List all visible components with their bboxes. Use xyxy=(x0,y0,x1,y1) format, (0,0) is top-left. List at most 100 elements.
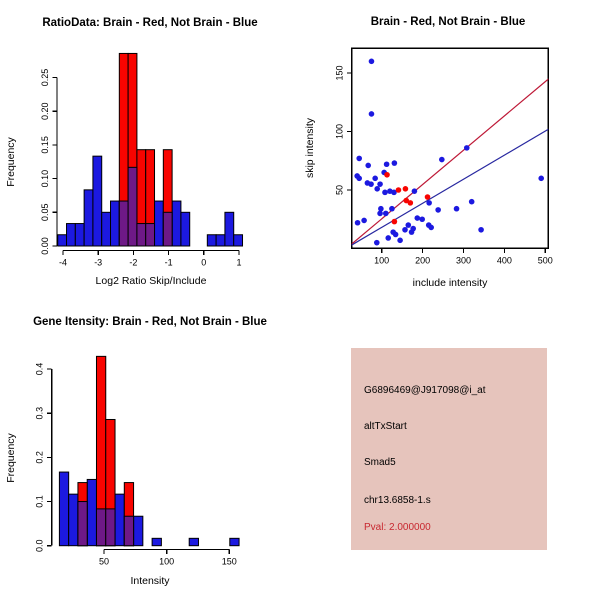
hist-bar-overlap xyxy=(127,166,138,247)
scatter-point-blue xyxy=(383,161,390,168)
scatter-point-blue xyxy=(385,235,392,241)
gene-info-box: G6896469@J917098@i_at altTxStart Smad5 c… xyxy=(351,348,547,550)
x-tick-label: 0 xyxy=(201,258,206,268)
hist-bar-blue xyxy=(215,234,226,247)
scatter-point-blue xyxy=(428,224,434,231)
x-tick-label: 500 xyxy=(538,255,553,265)
hist-bar-blue xyxy=(110,200,120,247)
ratio-histogram: -4 -3 -2 -1 0 1 0.00 0.05 0.10 0.15 0.20 0.25 Ratio… xyxy=(5,17,258,287)
y-axis-label: Frequency xyxy=(5,136,17,186)
scatter-point-blue xyxy=(391,160,398,166)
plot-area: 100 200 300 400 500 50 100 150 xyxy=(335,47,553,265)
hist-bar-blue xyxy=(233,234,244,247)
hist-bar-blue xyxy=(74,223,85,247)
y-tick-label: 0.05 xyxy=(40,204,50,222)
chart-title: Brain - Red, Not Brain - Blue xyxy=(371,16,526,28)
scatter-point-red xyxy=(384,171,390,178)
x-tick-label: -3 xyxy=(94,258,102,268)
hist-bar-blue xyxy=(86,478,97,547)
pval-text: Pval: 2.000000 xyxy=(364,522,431,533)
y-tick-label: 0.2 xyxy=(35,451,45,464)
scatter-point-blue xyxy=(391,189,397,196)
scatter-point-blue xyxy=(368,58,375,65)
scatter-point-blue xyxy=(414,215,421,221)
y-tick-label: 0.1 xyxy=(35,495,45,508)
y-tick-label: 0.0 xyxy=(35,539,45,552)
y-tick-label: 100 xyxy=(335,124,345,139)
scatter-point-blue xyxy=(374,186,381,192)
x-axis-label: Intensity xyxy=(130,575,170,587)
panel-ratio-histogram: -4 -3 -2 -1 0 1 0.00 0.05 0.10 0.15 0.20 0.25 Ratio… xyxy=(0,0,300,300)
genome-location: chr13.6858-1.s xyxy=(364,495,431,506)
scatter-point-blue xyxy=(356,175,363,182)
chart-title: RatioData: Brain - Red, Not Brain - Blue xyxy=(42,17,257,29)
x-tick-label: 400 xyxy=(497,255,512,265)
y-tick-label: 0.3 xyxy=(35,407,45,420)
y-tick-label: 0.25 xyxy=(40,69,50,87)
x-tick-label: 300 xyxy=(456,255,471,265)
hist-bar-blue xyxy=(114,493,125,547)
hist-bar-blue xyxy=(133,515,144,547)
hist-bar-blue xyxy=(188,537,199,547)
x-tick-label: 1 xyxy=(236,258,241,268)
scatter-point-blue xyxy=(538,175,545,182)
x-tick-label: 150 xyxy=(222,557,237,567)
scatter-point-blue xyxy=(389,205,395,212)
x-tick-label: -4 xyxy=(59,258,67,268)
x-tick-label: 100 xyxy=(374,255,389,265)
scatter-point-blue xyxy=(361,217,367,224)
scatter-point-blue xyxy=(478,226,484,233)
scatter-point-blue xyxy=(354,219,361,226)
plot-area: -4 -3 -2 -1 0 1 0.00 0.05 0.10 0.15 0.20 0.25 xyxy=(40,52,244,268)
scatter-point-blue xyxy=(410,225,416,232)
probe-id: G6896469@J917098@i_at xyxy=(364,385,486,396)
scatter-point-red xyxy=(395,187,402,193)
hist-bar-blue xyxy=(154,200,164,247)
gene-name: Smad5 xyxy=(364,457,396,468)
hist-bar-overlap xyxy=(118,200,129,247)
hist-bar-blue xyxy=(180,211,191,247)
scatter-point-blue xyxy=(402,226,408,233)
y-tick-label: 0.10 xyxy=(40,170,50,188)
scatter-point-blue xyxy=(392,231,399,238)
y-axis-label: Frequency xyxy=(5,432,17,482)
scatter-point-blue xyxy=(419,216,425,223)
scatter-point-red xyxy=(402,186,409,192)
panel-gene-histogram: 50 100 150 0.0 0.1 0.2 0.3 0.4 Gene Itensity: B… xyxy=(0,300,300,600)
scatter-point-red xyxy=(407,200,414,206)
hist-bar-blue xyxy=(229,537,240,547)
x-axis-label: include intensity xyxy=(413,277,488,289)
hist-bar-blue xyxy=(224,211,235,247)
scatter-point-blue xyxy=(382,189,388,196)
plot-box xyxy=(351,47,549,249)
hist-bar-blue xyxy=(66,223,76,247)
scatter-point-blue xyxy=(411,188,418,194)
x-tick-label: 200 xyxy=(415,255,430,265)
hist-bar-overlap xyxy=(123,515,135,547)
y-tick-label: 0.15 xyxy=(40,136,50,154)
gene-intensity-histogram: 50 100 150 0.0 0.1 0.2 0.3 0.4 Gene Itensity: B… xyxy=(5,316,267,587)
scatter-point-blue xyxy=(356,155,363,162)
x-tick-label: 100 xyxy=(159,557,174,567)
hist-bar-blue xyxy=(171,200,182,247)
panel-gene-info: G6896469@J917098@i_at altTxStart Smad5 c… xyxy=(300,300,600,600)
plot-area: 50 100 150 0.0 0.1 0.2 0.3 0.4 xyxy=(35,355,240,567)
hist-bar-blue xyxy=(68,493,79,547)
scatter-point-blue xyxy=(439,156,445,163)
hist-bar-overlap xyxy=(162,211,173,247)
hist-bar-blue xyxy=(58,471,70,547)
scatter-point-blue xyxy=(382,210,389,217)
scatter-point-blue xyxy=(365,162,372,169)
scatter-point-red xyxy=(403,197,410,204)
hist-bar-overlap xyxy=(105,508,116,547)
scatter-point-blue xyxy=(468,198,475,205)
scatter-point-blue xyxy=(378,205,384,212)
x-axis-label: Log2 Ratio Skip/Include xyxy=(96,275,207,287)
hist-bar-overlap xyxy=(77,501,88,547)
hist-bar-blue xyxy=(206,234,217,247)
x-tick-label: -2 xyxy=(129,258,137,268)
x-tick-label: -1 xyxy=(165,258,173,268)
hist-bar-blue xyxy=(92,155,103,247)
scatter-point-blue xyxy=(368,111,375,117)
scatter-point-red xyxy=(391,218,398,225)
